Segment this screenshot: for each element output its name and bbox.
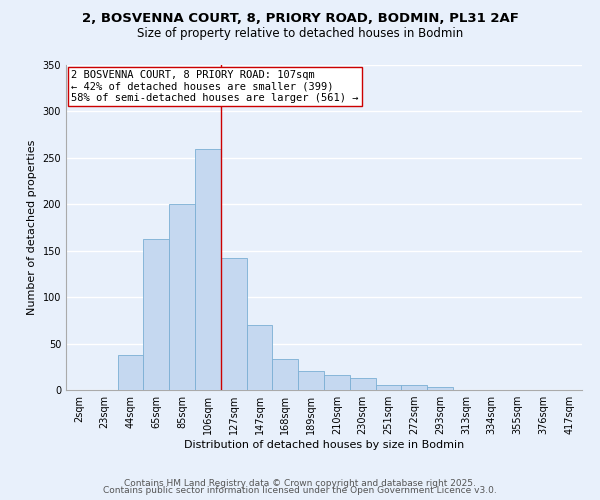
Text: 2 BOSVENNA COURT, 8 PRIORY ROAD: 107sqm
← 42% of detached houses are smaller (39: 2 BOSVENNA COURT, 8 PRIORY ROAD: 107sqm …: [71, 70, 359, 103]
Y-axis label: Number of detached properties: Number of detached properties: [27, 140, 37, 315]
Bar: [118, 354, 143, 390]
Text: Contains public sector information licensed under the Open Government Licence v3: Contains public sector information licen…: [103, 486, 497, 495]
Text: 2, BOSVENNA COURT, 8, PRIORY ROAD, BODMIN, PL31 2AF: 2, BOSVENNA COURT, 8, PRIORY ROAD, BODMI…: [82, 12, 518, 26]
Bar: [143, 238, 169, 390]
Bar: [350, 378, 376, 390]
X-axis label: Distribution of detached houses by size in Bodmin: Distribution of detached houses by size …: [184, 440, 464, 450]
Bar: [272, 360, 298, 390]
Text: Size of property relative to detached houses in Bodmin: Size of property relative to detached ho…: [137, 28, 463, 40]
Bar: [221, 258, 247, 390]
Bar: [169, 204, 195, 390]
Bar: [298, 370, 324, 390]
Bar: [376, 386, 401, 390]
Bar: [324, 375, 350, 390]
Bar: [427, 387, 453, 390]
Text: Contains HM Land Registry data © Crown copyright and database right 2025.: Contains HM Land Registry data © Crown c…: [124, 478, 476, 488]
Bar: [195, 148, 221, 390]
Bar: [247, 325, 272, 390]
Bar: [401, 386, 427, 390]
